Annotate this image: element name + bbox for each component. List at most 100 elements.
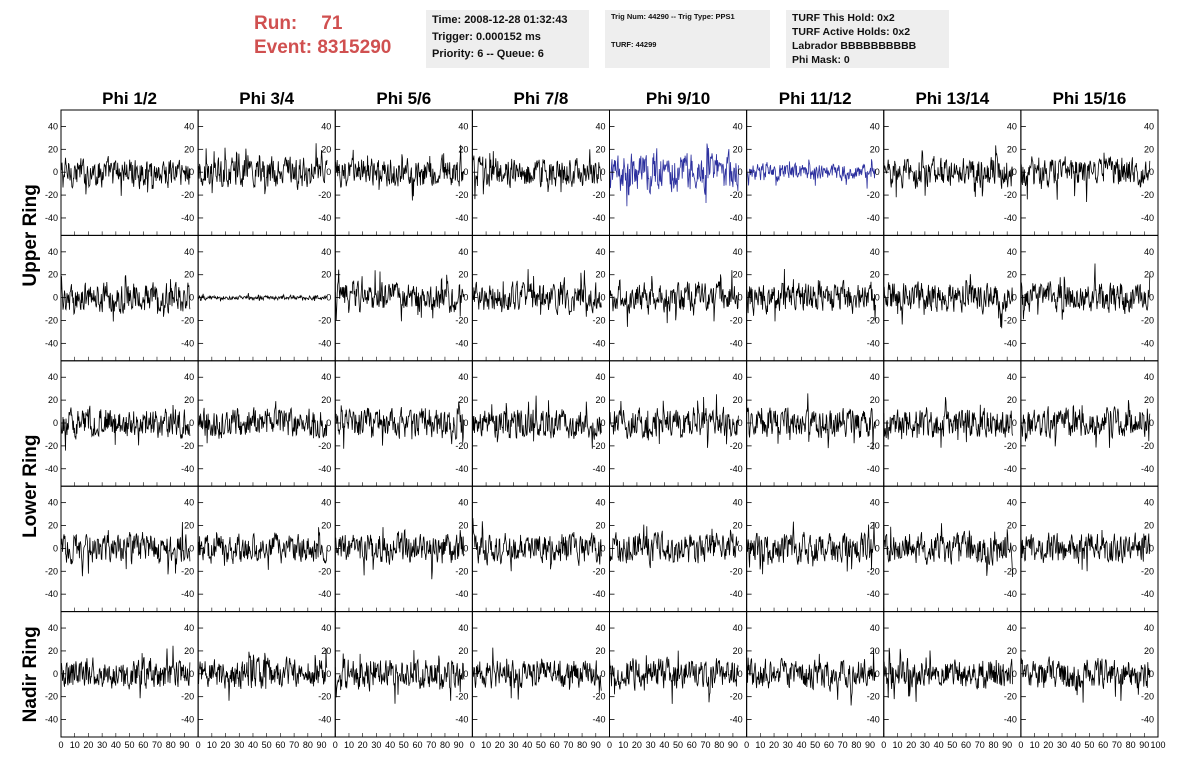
y-tick-label: -40 bbox=[1141, 715, 1154, 725]
y-tick-label: 20 bbox=[48, 395, 58, 405]
y-tick-label: 40 bbox=[595, 247, 605, 257]
y-tick-label: -40 bbox=[45, 715, 58, 725]
waveform-panel: -40 -20 0 20 40 bbox=[334, 611, 473, 738]
x-tick-label: 10 bbox=[344, 740, 354, 750]
event-value: 8315290 bbox=[317, 37, 392, 58]
y-tick-label: 0 bbox=[1012, 167, 1017, 177]
y-tick-label: 20 bbox=[733, 395, 743, 405]
y-tick-label: -20 bbox=[1004, 441, 1017, 451]
y-tick-label: -20 bbox=[181, 190, 194, 200]
waveform-trace bbox=[609, 143, 739, 207]
x-tick-label: 40 bbox=[248, 740, 258, 750]
y-tick-label: 0 bbox=[600, 669, 605, 679]
column-header: Phi 7/8 bbox=[514, 89, 569, 108]
y-tick-label: 40 bbox=[48, 121, 58, 131]
row-label: Nadir Ring bbox=[20, 626, 41, 722]
x-tick-label: 60 bbox=[961, 740, 971, 750]
y-tick-label: -20 bbox=[592, 692, 605, 702]
y-tick-label: 40 bbox=[870, 247, 880, 257]
y-tick-label: -40 bbox=[592, 464, 605, 474]
waveform-trace bbox=[334, 650, 465, 704]
x-tick-label: 10 bbox=[892, 740, 902, 750]
y-tick-label: -40 bbox=[45, 464, 58, 474]
y-tick-label: 40 bbox=[321, 247, 331, 257]
x-tick-label: 10 bbox=[1030, 740, 1040, 750]
waveform-panel: -40 -20 0 20 40 bbox=[471, 234, 610, 362]
turf-this-hold-text: TURF This Hold: 0x2 bbox=[792, 12, 895, 24]
waveform-trace bbox=[60, 404, 191, 451]
y-tick-label: -40 bbox=[1141, 464, 1154, 474]
y-tick-label: -40 bbox=[181, 464, 194, 474]
waveform-panel: -40 -20 0 20 40 bbox=[746, 485, 885, 613]
y-tick-label: 20 bbox=[595, 521, 605, 531]
y-tick-label: -40 bbox=[1004, 589, 1017, 599]
y-tick-label: -20 bbox=[45, 692, 58, 702]
y-tick-label: 20 bbox=[321, 395, 331, 405]
y-tick-label: -20 bbox=[455, 315, 468, 325]
y-tick-label: 20 bbox=[733, 521, 743, 531]
waveform-panel: -40 -20 0 20 40 bbox=[746, 109, 885, 236]
waveform-trace bbox=[609, 270, 739, 327]
waveform-trace bbox=[472, 149, 602, 200]
y-tick-label: -20 bbox=[1141, 315, 1154, 325]
x-tick-label: 10 bbox=[70, 740, 80, 750]
y-tick-label: 40 bbox=[184, 498, 194, 508]
x-tick-label: 30 bbox=[234, 740, 244, 750]
y-tick-label: 0 bbox=[326, 418, 331, 428]
waveform-panel: -40 -20 0 20 40 bbox=[609, 611, 748, 738]
x-tick-label: 70 bbox=[152, 740, 162, 750]
y-tick-label: 20 bbox=[48, 521, 58, 531]
column-header: Phi 15/16 bbox=[1053, 89, 1127, 108]
y-tick-label: -40 bbox=[1141, 589, 1154, 599]
y-tick-label: 20 bbox=[733, 270, 743, 280]
y-tick-label: 20 bbox=[458, 144, 468, 154]
y-tick-label: 0 bbox=[326, 293, 331, 303]
y-tick-label: -40 bbox=[181, 338, 194, 348]
y-tick-label: -20 bbox=[181, 566, 194, 576]
y-tick-label: 0 bbox=[600, 543, 605, 553]
time-text: Time: 2008-12-28 01:32:43 bbox=[432, 14, 568, 26]
x-tick-label: 20 bbox=[1043, 740, 1053, 750]
trigger-text: Trigger: 0.000152 ms bbox=[432, 31, 541, 43]
y-tick-label: 20 bbox=[184, 646, 194, 656]
y-tick-label: 0 bbox=[53, 418, 58, 428]
y-tick-label: -40 bbox=[45, 213, 58, 223]
waveform-panel: -40 -20 0 20 40 bbox=[609, 234, 748, 362]
y-tick-label: -40 bbox=[455, 715, 468, 725]
waveform-panel: -40 -20 0 20 40 bbox=[471, 109, 610, 236]
priority-text: Priority: 6 -- Queue: 6 bbox=[432, 48, 544, 60]
y-tick-label: 0 bbox=[1149, 543, 1154, 553]
waveform-trace bbox=[883, 397, 1013, 448]
waveform-panel: -40 -20 0 20 40 bbox=[471, 485, 610, 613]
waveform-panel: -40 -20 0 20 40 bbox=[883, 109, 1022, 236]
y-tick-label: -40 bbox=[1141, 213, 1154, 223]
y-tick-label: 20 bbox=[458, 270, 468, 280]
y-tick-label: -20 bbox=[730, 566, 743, 576]
y-tick-label: 20 bbox=[1144, 395, 1154, 405]
waveform-trace bbox=[197, 143, 328, 195]
waveform-panel: -40 -20 0 20 40 bbox=[197, 611, 336, 738]
waveform-trace bbox=[1020, 152, 1151, 203]
waveform-trace bbox=[197, 401, 328, 444]
waveform-trace bbox=[746, 649, 876, 706]
y-tick-label: 20 bbox=[595, 144, 605, 154]
waveform-panel: -40 -20 0 20 40 bbox=[197, 360, 336, 487]
y-tick-label: 0 bbox=[1149, 167, 1154, 177]
x-tick-label: 60 bbox=[824, 740, 834, 750]
y-tick-label: 40 bbox=[595, 372, 605, 382]
x-tick-label: 30 bbox=[646, 740, 656, 750]
waveform-trace bbox=[746, 268, 876, 322]
x-tick-label: 80 bbox=[1126, 740, 1136, 750]
y-tick-label: 0 bbox=[189, 293, 194, 303]
y-tick-label: 20 bbox=[870, 144, 880, 154]
y-tick-label: 0 bbox=[463, 418, 468, 428]
y-tick-label: 0 bbox=[738, 418, 743, 428]
waveform-trace bbox=[334, 144, 465, 201]
y-tick-label: 20 bbox=[870, 521, 880, 531]
waveform-trace bbox=[609, 524, 739, 569]
y-tick-label: 20 bbox=[184, 395, 194, 405]
column-header: Phi 1/2 bbox=[102, 89, 157, 108]
x-tick-label: 80 bbox=[577, 740, 587, 750]
x-tick-label: 70 bbox=[700, 740, 710, 750]
y-tick-label: 40 bbox=[184, 247, 194, 257]
